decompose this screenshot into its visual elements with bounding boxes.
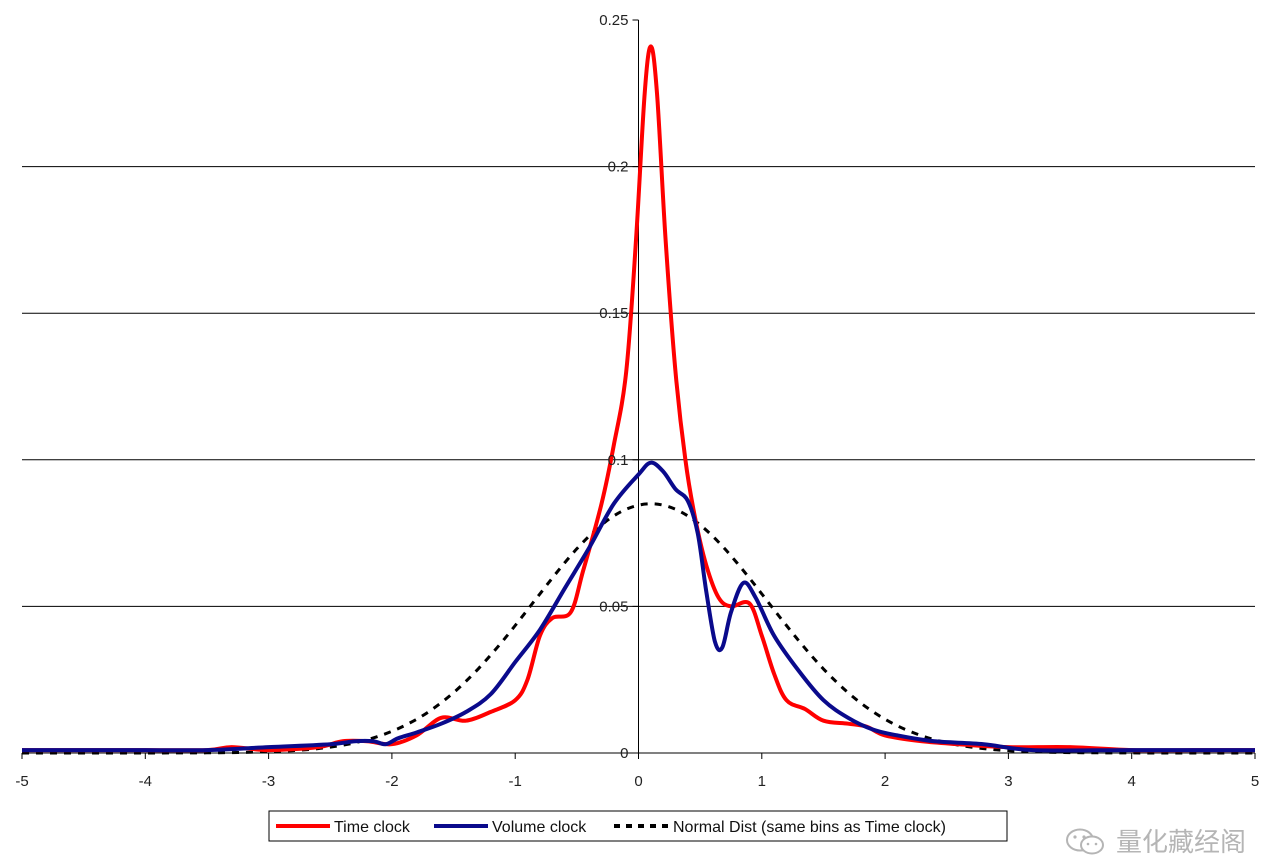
- x-tick-label: -4: [139, 773, 152, 790]
- x-tick-label: -1: [509, 773, 522, 790]
- x-tick-label: 2: [881, 773, 889, 790]
- series-layer: [22, 44, 1255, 755]
- y-tick-label: 0: [620, 745, 628, 762]
- x-tick-label: -2: [385, 773, 398, 790]
- y-tick-label: 0.15: [599, 305, 628, 322]
- axes: [22, 20, 1255, 754]
- watermark: 量化藏经阁: [1064, 822, 1246, 859]
- series-volume-clock-line: [22, 460, 1255, 753]
- x-tick-label: -5: [15, 773, 28, 790]
- x-tick-label: 0: [634, 773, 642, 790]
- y-tick-label: 0.05: [599, 598, 628, 615]
- legend: Time clock Volume clock Normal Dist (sam…: [268, 810, 1008, 842]
- x-tick-label: -3: [262, 773, 275, 790]
- legend-label-time-clock: Time clock: [334, 819, 411, 836]
- y-tick-label: 0.2: [608, 159, 629, 176]
- x-tick-label: 5: [1251, 773, 1259, 790]
- y-tick-label: 0.25: [599, 12, 628, 29]
- x-tick-label: 4: [1128, 773, 1136, 790]
- legend-label-normal-dist: Normal Dist (same bins as Time clock): [673, 819, 946, 836]
- x-tick-label: 1: [758, 773, 766, 790]
- legend-label-volume-clock: Volume clock: [492, 819, 587, 836]
- wechat-icon: [1065, 828, 1104, 854]
- tick-labels: -5 -4 -3 -2 -1 0 1 2 3 4 5 0 0.05 0.1 0.15 0.2 0.25: [15, 12, 1259, 790]
- y-tick-label: 0.1: [608, 452, 629, 469]
- watermark-text: 量化藏经阁: [1115, 828, 1246, 858]
- x-tick-label: 3: [1004, 773, 1012, 790]
